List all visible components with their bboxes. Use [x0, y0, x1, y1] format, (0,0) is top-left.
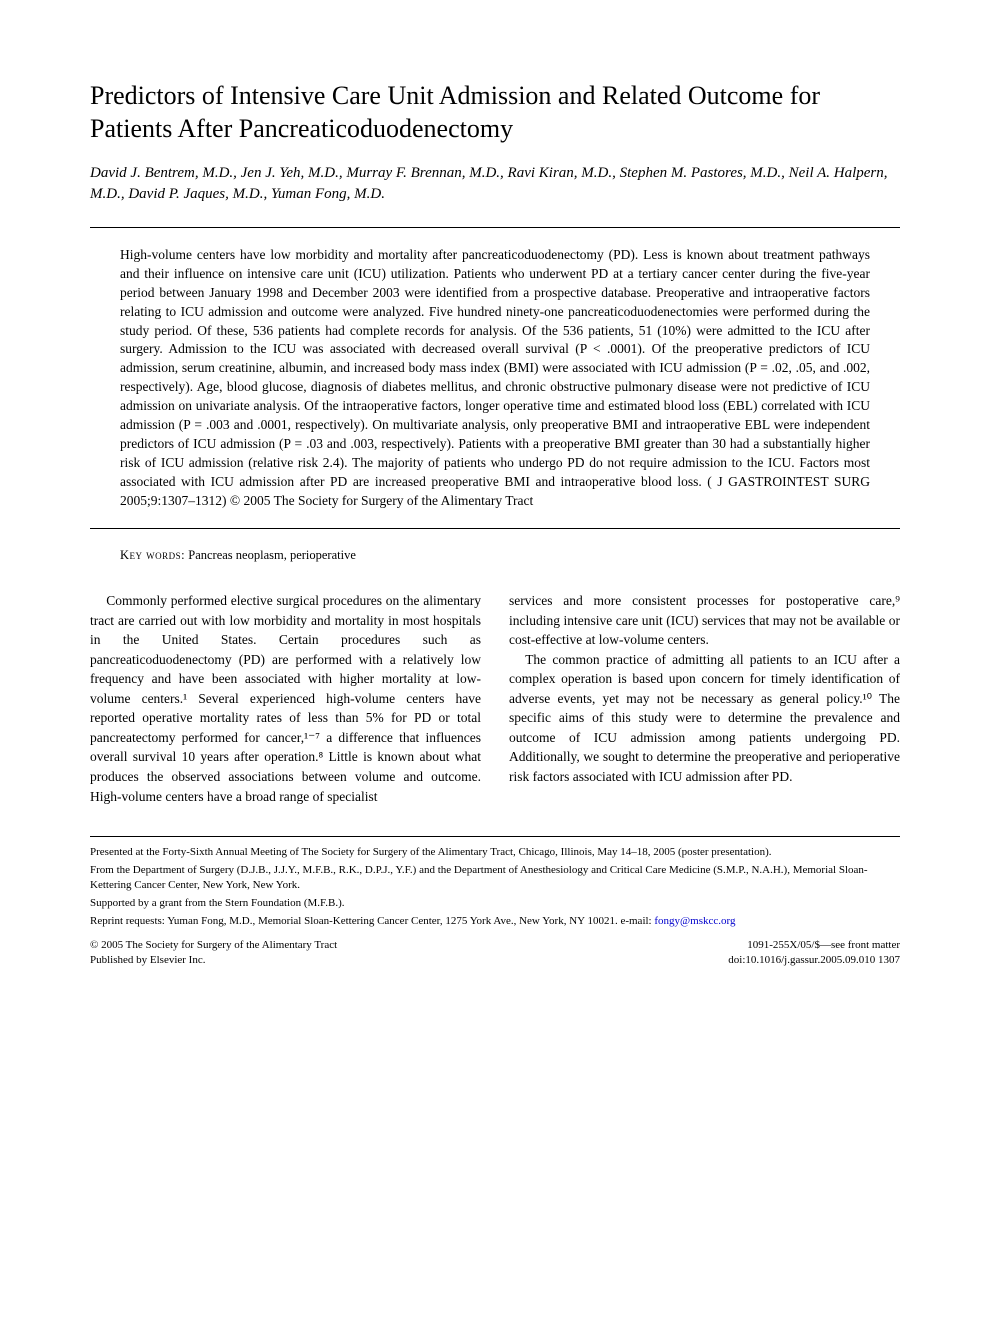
keywords-text: Pancreas neoplasm, perioperative	[188, 548, 356, 562]
footer-right: 1091-255X/05/$—see front matter doi:10.1…	[728, 938, 900, 968]
page-number: 1307	[878, 954, 900, 966]
reprint-text: Reprint requests: Yuman Fong, M.D., Memo…	[90, 915, 654, 927]
footnote-affiliation: From the Department of Surgery (D.J.B., …	[90, 863, 900, 893]
footnote-reprint: Reprint requests: Yuman Fong, M.D., Memo…	[90, 914, 900, 929]
column-right: services and more consistent processes f…	[509, 591, 900, 806]
doi-text: doi:10.1016/j.gassur.2005.09.010	[728, 954, 875, 966]
footnote-support: Supported by a grant from the Stern Foun…	[90, 896, 900, 911]
footnotes-block: Presented at the Forty-Sixth Annual Meet…	[90, 836, 900, 928]
body-columns: Commonly performed elective surgical pro…	[90, 591, 900, 806]
column-left: Commonly performed elective surgical pro…	[90, 591, 481, 806]
keywords-line: Key words: Pancreas neoplasm, perioperat…	[120, 547, 870, 565]
doi-line: doi:10.1016/j.gassur.2005.09.010 1307	[728, 953, 900, 968]
reprint-email-link[interactable]: fongy@mskcc.org	[654, 915, 735, 927]
body-paragraph: Commonly performed elective surgical pro…	[90, 591, 481, 806]
issn-line: 1091-255X/05/$—see front matter	[728, 938, 900, 953]
page-footer: © 2005 The Society for Surgery of the Al…	[90, 938, 900, 968]
rule-bottom	[90, 528, 900, 529]
keywords-label: Key words:	[120, 548, 185, 562]
author-list: David J. Bentrem, M.D., Jen J. Yeh, M.D.…	[90, 163, 900, 205]
footnote-presented: Presented at the Forty-Sixth Annual Meet…	[90, 845, 900, 860]
footer-left: © 2005 The Society for Surgery of the Al…	[90, 938, 337, 968]
publisher-line: Published by Elsevier Inc.	[90, 953, 337, 968]
abstract-text: High-volume centers have low morbidity a…	[120, 246, 870, 510]
body-paragraph: The common practice of admitting all pat…	[509, 650, 900, 787]
rule-top	[90, 227, 900, 228]
article-title: Predictors of Intensive Care Unit Admiss…	[90, 80, 900, 145]
body-paragraph: services and more consistent processes f…	[509, 591, 900, 650]
copyright-line: © 2005 The Society for Surgery of the Al…	[90, 938, 337, 953]
